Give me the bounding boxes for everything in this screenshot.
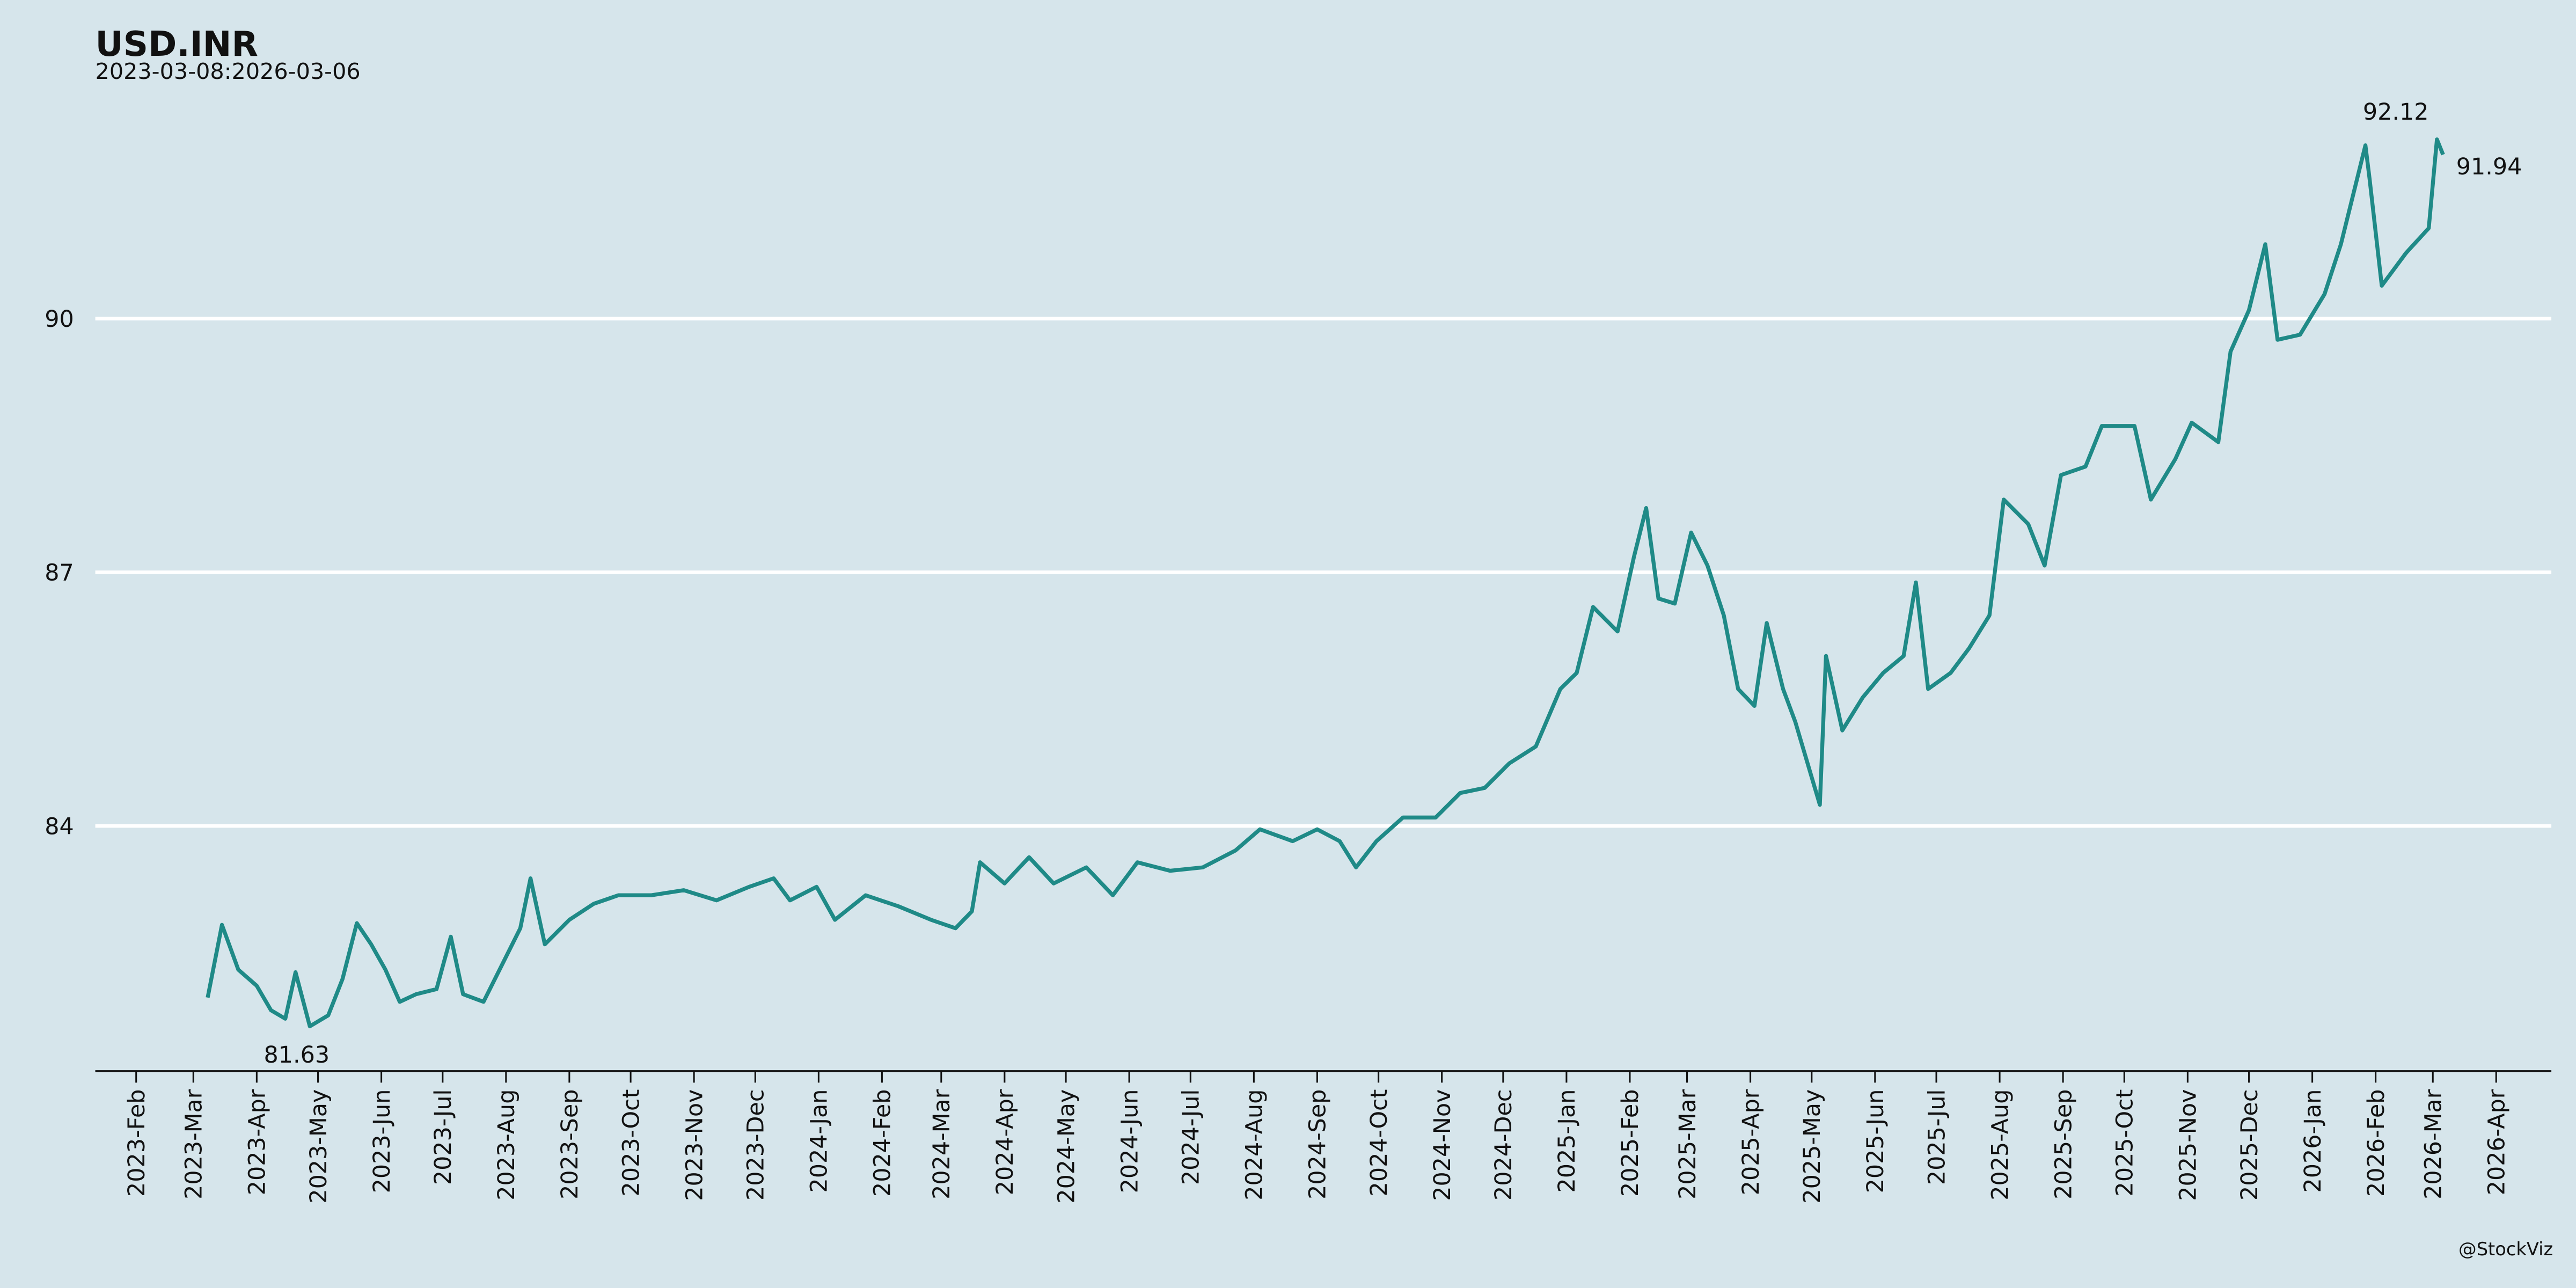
x-tick-label: 2025-Jan — [1554, 1089, 1580, 1193]
x-tick-label: 2025-May — [1799, 1089, 1826, 1204]
chart-title: USD.INR — [96, 24, 258, 64]
x-tick-label: 2025-Nov — [2175, 1089, 2202, 1201]
x-tick-label: 2024-Mar — [928, 1089, 955, 1199]
x-tick-label: 2023-Aug — [493, 1089, 520, 1201]
x-tick-label: 2023-Sep — [557, 1089, 583, 1199]
x-tick-label: 2024-Feb — [869, 1089, 896, 1197]
annotation: 81.63 — [264, 1042, 330, 1069]
y-tick-label: 87 — [45, 560, 74, 587]
x-tick-label: 2024-Nov — [1429, 1089, 1456, 1201]
x-tick-label: 2025-Oct — [2112, 1089, 2139, 1197]
x-tick-label: 2025-Jun — [1862, 1089, 1889, 1194]
x-tick-label: 2025-Sep — [2050, 1089, 2077, 1199]
x-tick-label: 2024-Sep — [1305, 1089, 1331, 1199]
x-tick-label: 2026-Jan — [2300, 1089, 2326, 1193]
x-tick-label: 2024-Apr — [992, 1089, 1019, 1195]
x-tick-label: 2023-Mar — [181, 1089, 208, 1199]
x-tick-label: 2025-Feb — [1617, 1089, 1644, 1197]
y-tick-label: 84 — [45, 813, 74, 840]
x-tick-label: 2025-Aug — [1987, 1089, 2014, 1201]
x-tick-label: 2025-Dec — [2236, 1089, 2263, 1201]
annotation: 92.12 — [2363, 99, 2429, 126]
x-tick-label: 2024-Aug — [1241, 1089, 1268, 1201]
x-tick-label: 2026-Feb — [2363, 1089, 2390, 1197]
x-tick-label: 2023-Jun — [369, 1089, 396, 1194]
x-tick-label: 2024-Oct — [1366, 1089, 1393, 1197]
price-line — [206, 137, 2445, 1029]
x-tick-label: 2023-Oct — [618, 1089, 645, 1197]
x-tick-label: 2026-Apr — [2484, 1089, 2511, 1195]
x-tick-label: 2023-Nov — [681, 1089, 708, 1201]
x-tick-label: 2023-Jul — [430, 1089, 457, 1185]
x-tick-label: 2025-Mar — [1674, 1089, 1701, 1199]
x-tick-label: 2024-May — [1053, 1089, 1080, 1204]
x-tick-label: 2025-Jul — [1923, 1089, 1950, 1185]
y-tick-label: 90 — [45, 306, 74, 333]
x-tick-label: 2024-Jan — [806, 1089, 833, 1193]
x-tick-label: 2023-Dec — [743, 1089, 770, 1201]
annotation: 91.94 — [2456, 153, 2522, 180]
x-tick-label: 2023-Feb — [123, 1089, 150, 1197]
x-tick-label: 2026-Mar — [2420, 1089, 2447, 1199]
x-tick-label: 2023-Apr — [244, 1089, 271, 1195]
x-tick-label: 2024-Dec — [1490, 1089, 1517, 1201]
x-tick-label: 2023-May — [305, 1089, 332, 1204]
x-tick-label: 2024-Jun — [1116, 1089, 1143, 1194]
caption: @StockViz — [2458, 1239, 2553, 1260]
x-tick-label: 2024-Jul — [1178, 1089, 1205, 1185]
chart-subtitle: 2023-03-08:2026-03-06 — [96, 58, 361, 84]
x-tick-label: 2025-Apr — [1738, 1089, 1765, 1195]
